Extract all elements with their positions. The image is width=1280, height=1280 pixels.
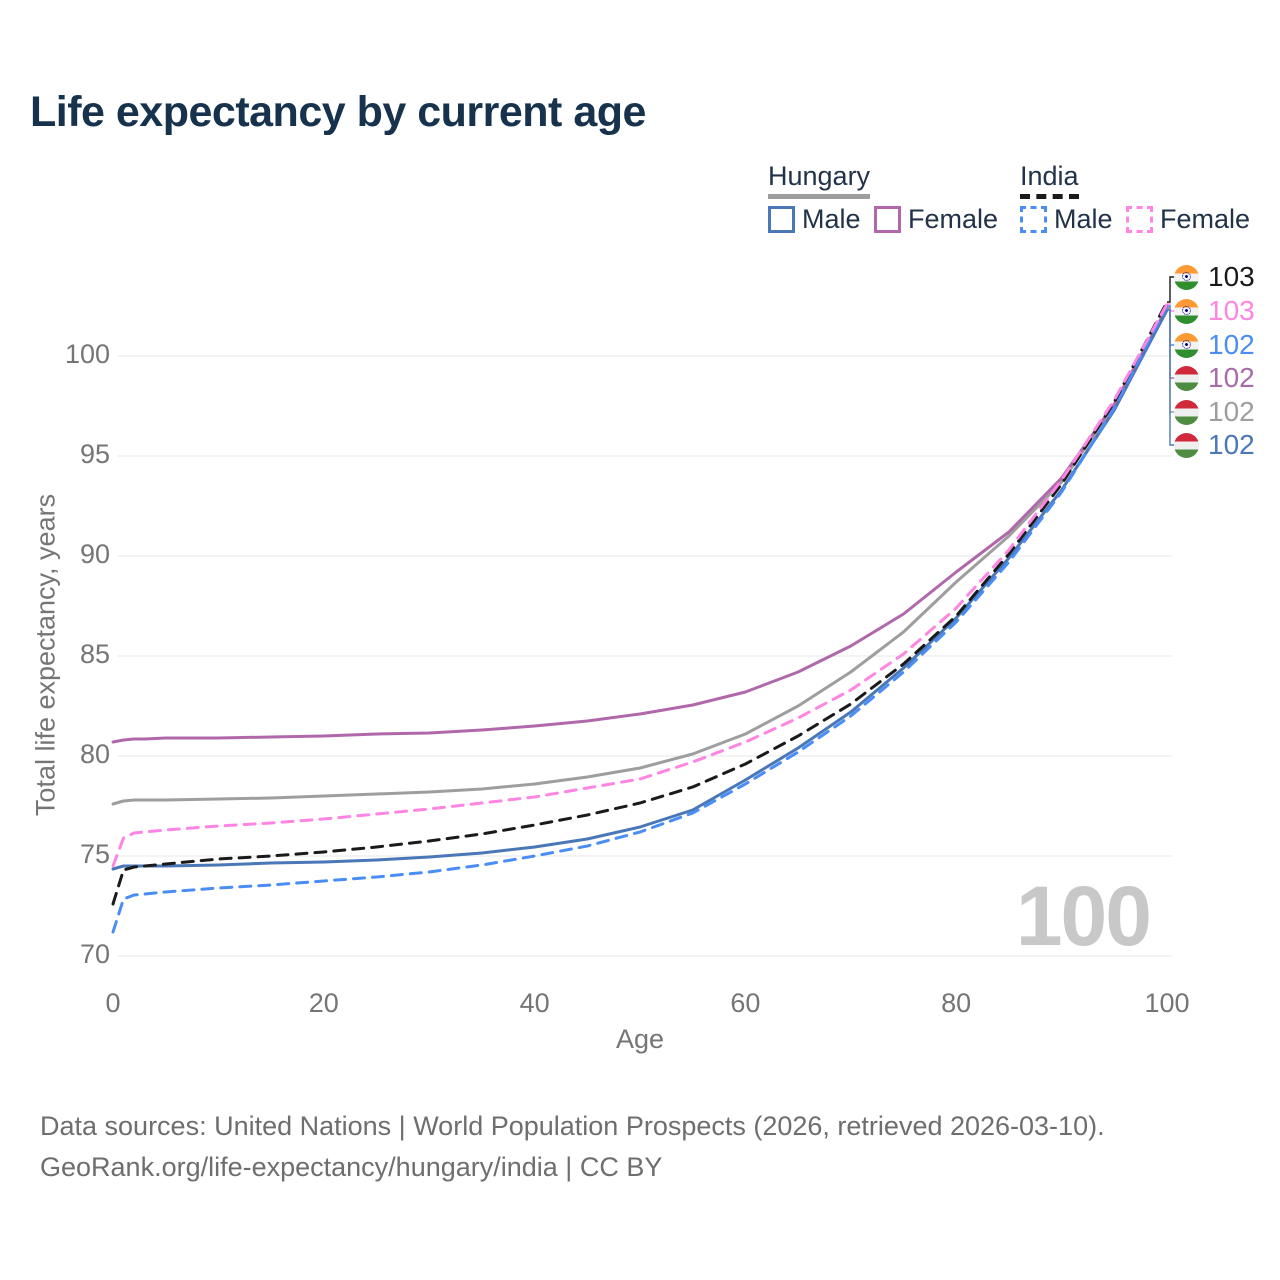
hungary-male-swatch-icon	[768, 206, 795, 233]
leader-line-india-total	[1167, 276, 1176, 303]
legend-item-hungary-male[interactable]: Male	[768, 204, 861, 235]
x-tick-label-0: 0	[105, 988, 121, 1018]
y-tick-label-80: 80	[79, 739, 110, 769]
legend-label: Male	[1054, 204, 1113, 234]
india-flag-icon	[1174, 298, 1199, 324]
x-tick-label-100: 100	[1144, 988, 1190, 1018]
legend-group-hungary: Hungary	[768, 161, 871, 199]
x-tick-label-80: 80	[941, 988, 972, 1018]
x-tick-label-60: 60	[730, 988, 761, 1018]
data-sources-line: Data sources: United Nations | World Pop…	[40, 1111, 1105, 1141]
end-value: 102	[1208, 362, 1255, 393]
end-label-hungary-total: 102	[1174, 395, 1255, 429]
series-line-hungary-male	[111, 308, 1169, 871]
y-tick-label-90: 90	[79, 539, 110, 569]
india-flag-icon	[1174, 264, 1199, 290]
license-line: GeoRank.org/life-expectancy/hungary/indi…	[40, 1152, 663, 1182]
legend-item-india-female[interactable]: Female	[1126, 204, 1250, 235]
series-line-hungary-female	[111, 306, 1169, 744]
end-label-hungary-male: 102	[1174, 428, 1255, 462]
age-watermark: 100	[1015, 869, 1152, 963]
series-line-india-male	[111, 304, 1169, 934]
x-tick-label-20: 20	[308, 988, 339, 1018]
chart-title: Life expectancy by current age	[30, 88, 646, 136]
legend-label: Male	[802, 204, 861, 234]
footer-attribution: Data sources: United Nations | World Pop…	[40, 1106, 1105, 1188]
end-value: 102	[1208, 429, 1255, 460]
legend-label: Female	[1160, 204, 1251, 234]
y-tick-label-75: 75	[79, 839, 110, 869]
legend-item-hungary-female[interactable]: Female	[874, 204, 998, 235]
end-value: 103	[1208, 261, 1255, 292]
series-line-india-total	[111, 300, 1169, 906]
y-tick-label-85: 85	[79, 639, 110, 669]
end-label-india-female: 103	[1174, 294, 1255, 328]
end-label-india-male: 102	[1174, 328, 1255, 362]
india-male-swatch-icon	[1020, 206, 1047, 233]
series-line-india-female	[111, 302, 1169, 868]
hungary-flag-icon	[1174, 399, 1199, 425]
legend-label: Female	[908, 204, 999, 234]
y-tick-label-95: 95	[79, 439, 110, 469]
end-value: 102	[1208, 329, 1255, 360]
x-tick-label-40: 40	[519, 988, 550, 1018]
legend-group-india: India	[1020, 161, 1079, 199]
leader-line-hungary-male	[1167, 309, 1176, 446]
india-flag-icon	[1174, 332, 1199, 358]
end-label-india-total: 103	[1174, 260, 1255, 294]
y-axis-title: Total life expectancy, years	[30, 493, 61, 817]
hungary-flag-icon	[1174, 365, 1199, 391]
x-axis-title: Age	[615, 1024, 665, 1054]
end-value: 102	[1208, 396, 1255, 427]
series-line-hungary-total	[111, 307, 1169, 806]
end-label-hungary-female: 102	[1174, 361, 1255, 395]
hungary-flag-icon	[1174, 432, 1199, 458]
legend-item-india-male[interactable]: Male	[1020, 204, 1113, 235]
hungary-female-swatch-icon	[874, 206, 901, 233]
end-value: 103	[1208, 295, 1255, 326]
y-tick-label-100: 100	[64, 339, 110, 369]
y-tick-label-70: 70	[79, 939, 110, 969]
india-female-swatch-icon	[1126, 206, 1153, 233]
